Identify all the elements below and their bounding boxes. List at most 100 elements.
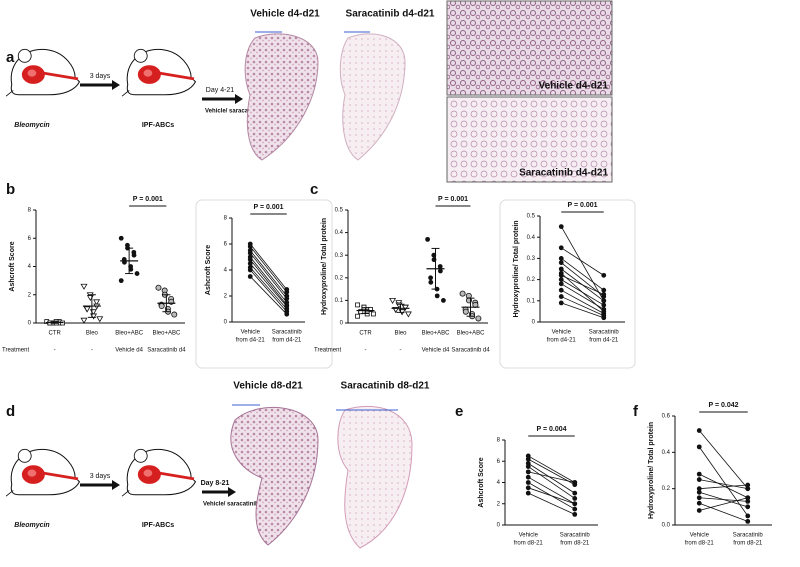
y-tick-label: 0 bbox=[497, 523, 501, 529]
micrograph-label: Saracatinib d4-d21 bbox=[519, 168, 608, 179]
y-tick-label: 8 bbox=[497, 438, 501, 444]
data-point bbox=[171, 311, 178, 318]
data-point bbox=[696, 428, 702, 433]
arrow-head bbox=[228, 487, 236, 497]
x-tick-label: Vehicle bbox=[690, 533, 710, 539]
y-tick-label: 6 bbox=[497, 459, 501, 465]
data-point bbox=[558, 300, 564, 306]
data-point bbox=[525, 474, 531, 480]
data-point bbox=[355, 313, 361, 319]
panel-letter: e bbox=[455, 403, 463, 420]
data-point bbox=[475, 315, 482, 322]
data-point bbox=[572, 501, 578, 507]
x-tick-label: CTR bbox=[48, 331, 61, 337]
pair-line bbox=[249, 267, 288, 310]
data-point bbox=[601, 292, 607, 297]
x-tick-sublabel: from d8-21 bbox=[560, 541, 590, 547]
y-tick-label: 6 bbox=[224, 242, 228, 248]
p-value: P = 0.001 bbox=[438, 196, 468, 203]
y-tick-label: 0.1 bbox=[335, 298, 344, 304]
p-value: P = 0.001 bbox=[253, 204, 283, 211]
data-point bbox=[696, 471, 702, 477]
arrow-head bbox=[235, 94, 243, 104]
pair-line bbox=[561, 258, 604, 291]
x-tick-sublabel: Vehicle d4 bbox=[422, 348, 450, 354]
x-tick-sublabel: - bbox=[400, 348, 402, 354]
mouse-icon bbox=[120, 447, 197, 498]
panel-letter: d bbox=[6, 403, 15, 420]
pair-line bbox=[699, 473, 748, 499]
data-point bbox=[358, 309, 364, 315]
lung-section bbox=[230, 407, 319, 546]
data-point bbox=[601, 302, 607, 308]
micrograph bbox=[446, 0, 613, 96]
y-tick-label: 0 bbox=[532, 320, 536, 326]
y-axis-label: Ashcroft Score bbox=[9, 241, 16, 291]
window-label: Day 8-21 bbox=[201, 480, 230, 487]
x-tick-sublabel: - bbox=[91, 348, 93, 354]
y-tick-label: 0 bbox=[28, 321, 32, 327]
data-point bbox=[558, 224, 564, 230]
image-title: Saracatinib d4-d21 bbox=[346, 9, 435, 20]
y-tick-label: 0.6 bbox=[662, 414, 671, 420]
y-tick-label: 2 bbox=[497, 501, 501, 507]
panel-letter: c bbox=[310, 181, 318, 198]
data-point bbox=[572, 511, 578, 517]
pair-line bbox=[699, 479, 748, 490]
data-point bbox=[401, 304, 409, 311]
treatment-label: Vehicle/ saracatinib bbox=[203, 502, 259, 508]
data-point bbox=[745, 513, 751, 519]
data-point bbox=[134, 271, 140, 276]
data-point bbox=[437, 264, 443, 269]
x-tick-sublabel: Saracatinib d4 bbox=[451, 348, 490, 354]
y-tick-label: 0.5 bbox=[335, 208, 344, 214]
x-tick-label: Saracatinib bbox=[560, 533, 591, 539]
data-point bbox=[355, 302, 361, 308]
mouse-icon bbox=[120, 47, 197, 98]
data-point bbox=[462, 308, 469, 315]
data-point bbox=[370, 311, 376, 317]
treatment-label: Treatment bbox=[2, 348, 29, 354]
x-tick-label: Bleo+ABC bbox=[457, 331, 486, 337]
lung-section bbox=[339, 33, 406, 161]
data-point bbox=[558, 245, 564, 251]
data-point bbox=[247, 250, 253, 256]
y-tick-label: 0.4 bbox=[335, 230, 344, 236]
y-tick-label: 0.3 bbox=[527, 256, 536, 262]
x-tick-label: Saracatinib bbox=[589, 330, 620, 336]
y-tick-label: 4 bbox=[28, 264, 32, 270]
interval-label: 3 days bbox=[90, 73, 111, 80]
x-tick-sublabel: from d4-21 bbox=[589, 338, 619, 344]
data-point bbox=[696, 495, 702, 501]
data-point bbox=[428, 275, 433, 281]
pair-line bbox=[249, 243, 288, 290]
pair-line bbox=[561, 247, 604, 276]
pair-line bbox=[249, 250, 288, 297]
x-tick-label: Bleo+ABC bbox=[115, 331, 144, 337]
pair-line bbox=[560, 226, 605, 301]
data-point bbox=[118, 235, 124, 241]
data-point bbox=[696, 500, 702, 506]
p-value: P = 0.042 bbox=[708, 402, 738, 409]
data-point bbox=[459, 290, 466, 297]
data-point bbox=[428, 279, 434, 285]
cells-label: IPF-ABCs bbox=[142, 122, 174, 129]
panel-frame bbox=[195, 199, 333, 369]
y-tick-label: 2 bbox=[224, 294, 228, 300]
data-point bbox=[696, 508, 702, 513]
image-title: Saracatinib d8-d21 bbox=[341, 381, 430, 392]
x-tick-sublabel: from d4-21 bbox=[236, 338, 266, 344]
x-tick-sublabel: from d8-21 bbox=[514, 541, 544, 547]
data-point bbox=[131, 252, 137, 258]
donor-label: Bleomycin bbox=[14, 522, 49, 529]
data-point bbox=[745, 495, 751, 501]
y-tick-label: 0.3 bbox=[335, 253, 344, 259]
pair-line bbox=[249, 256, 288, 303]
pair-line bbox=[561, 296, 604, 317]
image-title: Vehicle d4-d21 bbox=[250, 9, 320, 20]
lung-section bbox=[337, 405, 413, 549]
data-point bbox=[745, 504, 751, 510]
y-tick-label: 0.0 bbox=[662, 523, 671, 529]
data-point bbox=[696, 444, 702, 450]
